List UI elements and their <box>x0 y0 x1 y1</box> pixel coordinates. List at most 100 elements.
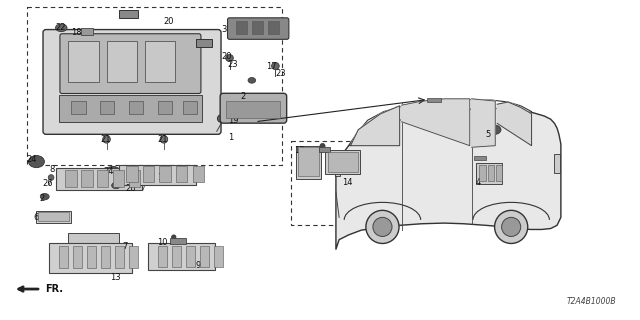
Bar <box>100 246 110 268</box>
Text: 22: 22 <box>56 23 66 32</box>
Bar <box>427 98 441 102</box>
Bar <box>106 41 137 82</box>
Bar <box>268 21 279 34</box>
Text: 24: 24 <box>103 167 114 176</box>
Bar <box>479 165 486 181</box>
Ellipse shape <box>28 156 44 168</box>
Bar <box>159 166 171 182</box>
Circle shape <box>218 115 225 123</box>
Text: 9: 9 <box>196 261 201 270</box>
Bar <box>193 166 204 182</box>
Circle shape <box>160 135 168 143</box>
Bar <box>296 146 321 179</box>
Bar <box>56 168 141 190</box>
Bar <box>129 101 143 114</box>
Ellipse shape <box>248 77 255 83</box>
Text: 20: 20 <box>164 17 174 26</box>
Text: 7: 7 <box>122 242 128 251</box>
Ellipse shape <box>271 62 279 69</box>
Bar <box>36 211 72 223</box>
Bar <box>186 246 195 267</box>
Bar <box>65 170 77 187</box>
Bar <box>73 246 83 268</box>
Text: 6: 6 <box>33 213 38 222</box>
Bar <box>196 39 212 47</box>
Text: T2A4B1000B: T2A4B1000B <box>566 297 616 306</box>
Bar <box>298 147 319 176</box>
Polygon shape <box>497 102 532 146</box>
Bar <box>226 101 280 118</box>
Text: 26: 26 <box>125 184 136 193</box>
Bar <box>157 101 172 114</box>
Bar <box>81 28 93 35</box>
Bar <box>176 166 188 182</box>
Polygon shape <box>351 106 399 146</box>
Text: 18: 18 <box>72 28 82 37</box>
Bar <box>183 101 197 114</box>
Text: 15: 15 <box>157 173 168 182</box>
Polygon shape <box>401 99 470 146</box>
Circle shape <box>373 217 392 236</box>
Text: 26: 26 <box>43 180 53 188</box>
Text: 2: 2 <box>113 181 118 190</box>
Bar <box>172 246 181 267</box>
Circle shape <box>366 210 399 244</box>
Text: 1: 1 <box>228 133 233 142</box>
Bar <box>119 165 196 186</box>
Bar <box>236 21 247 34</box>
FancyBboxPatch shape <box>43 29 221 134</box>
Bar <box>126 166 138 182</box>
Bar <box>319 147 330 152</box>
Text: FR.: FR. <box>45 284 63 294</box>
Text: 3: 3 <box>221 25 227 34</box>
Text: 4: 4 <box>476 178 481 187</box>
Circle shape <box>142 180 148 185</box>
Text: 2: 2 <box>241 92 246 101</box>
FancyBboxPatch shape <box>220 93 287 123</box>
Bar <box>496 165 502 181</box>
Bar <box>554 154 559 173</box>
Circle shape <box>502 217 521 236</box>
Ellipse shape <box>106 166 120 176</box>
Ellipse shape <box>111 182 120 189</box>
Bar <box>97 170 108 187</box>
Text: 23: 23 <box>275 69 286 78</box>
Bar <box>129 170 140 187</box>
Bar <box>72 101 86 114</box>
Bar <box>145 41 175 82</box>
Text: 23: 23 <box>228 60 238 69</box>
Text: 17: 17 <box>266 61 276 70</box>
Bar <box>474 156 486 160</box>
Bar <box>170 238 186 244</box>
Bar <box>214 246 223 267</box>
Text: 12: 12 <box>294 146 305 155</box>
Bar <box>488 165 494 181</box>
Ellipse shape <box>56 24 67 32</box>
Bar <box>59 95 202 122</box>
Text: 5: 5 <box>486 130 491 139</box>
Text: 20: 20 <box>221 52 232 61</box>
Bar <box>113 170 124 187</box>
Circle shape <box>48 175 54 180</box>
Circle shape <box>172 235 176 239</box>
Text: 19: 19 <box>228 116 238 125</box>
Text: 14: 14 <box>342 178 353 187</box>
Bar <box>38 212 69 221</box>
Bar <box>68 233 119 251</box>
Circle shape <box>495 210 528 244</box>
FancyBboxPatch shape <box>228 18 289 39</box>
Bar <box>328 152 358 172</box>
Bar <box>100 101 114 114</box>
Ellipse shape <box>40 194 49 200</box>
Bar <box>27 7 282 165</box>
Text: 8: 8 <box>49 165 54 174</box>
Text: 2: 2 <box>40 194 45 203</box>
Bar <box>81 170 93 187</box>
Polygon shape <box>336 108 561 249</box>
Bar <box>476 163 502 184</box>
Text: 10: 10 <box>157 238 168 247</box>
Ellipse shape <box>226 54 234 61</box>
FancyBboxPatch shape <box>60 34 201 93</box>
Polygon shape <box>472 99 495 147</box>
Bar <box>87 246 97 268</box>
